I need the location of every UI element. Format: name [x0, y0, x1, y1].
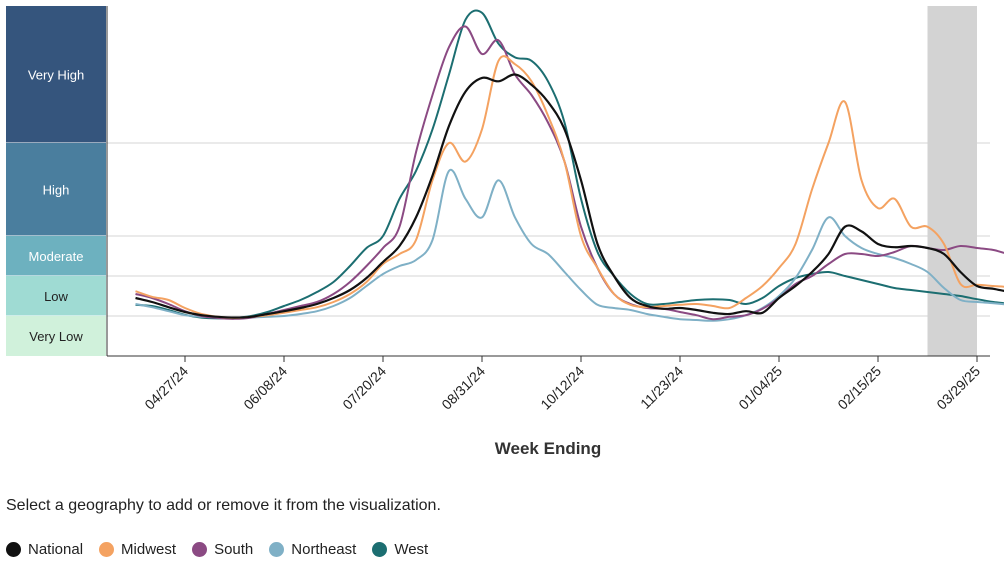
level-label-very-low: Very Low — [29, 329, 83, 344]
series-lines — [135, 9, 1004, 322]
x-tick-label: 02/15/25 — [834, 363, 884, 413]
level-label-moderate: Moderate — [29, 249, 84, 264]
legend-item-national[interactable]: National — [6, 541, 83, 558]
x-tick-labels: 04/27/24 06/08/24 07/20/24 08/31/24 10/12/24… — [141, 356, 983, 413]
series-line-west — [135, 9, 1004, 320]
x-tick-label: 03/29/25 — [933, 363, 983, 413]
chart: Very High High Moderate Low Very Low 04/27/2… — [6, 6, 1004, 458]
x-tick-label: 07/20/24 — [339, 363, 389, 413]
shaded-region — [927, 6, 977, 356]
legend: National Midwest South Northeast West — [6, 541, 428, 558]
level-band-moderate — [6, 236, 106, 276]
legend-label: Midwest — [121, 541, 177, 558]
series-line-midwest — [135, 55, 1004, 319]
legend-dot-icon — [6, 542, 21, 557]
series-line-northeast — [135, 168, 1004, 322]
level-band-high — [6, 143, 106, 236]
legend-label: National — [28, 541, 84, 558]
level-band-very-high — [6, 6, 106, 143]
legend-dot-icon — [99, 542, 115, 557]
x-tick-label: 06/08/24 — [240, 363, 290, 413]
legend-label: West — [394, 541, 429, 558]
legend-dot-icon — [269, 542, 285, 557]
x-tick-label: 10/12/24 — [537, 363, 587, 413]
x-axis-title: Week Ending — [495, 439, 601, 458]
legend-dot-icon — [192, 542, 208, 557]
legend-label: South — [214, 541, 254, 558]
series-line-south — [135, 25, 1004, 321]
x-tick-label: 11/23/24 — [637, 363, 686, 412]
level-label-high: High — [43, 183, 70, 198]
legend-item-midwest[interactable]: Midwest — [99, 541, 176, 558]
level-bands: Very High High Moderate Low Very Low — [6, 6, 106, 356]
series-line-national — [135, 73, 1004, 319]
shaded-region-rect — [927, 6, 977, 356]
legend-dot-icon — [372, 542, 388, 557]
x-tick-label: 01/04/25 — [735, 363, 785, 413]
legend-item-northeast[interactable]: Northeast — [269, 541, 356, 558]
x-tick-label: 04/27/24 — [141, 363, 191, 413]
instructions-text: Select a geography to add or remove it f… — [6, 497, 441, 514]
legend-label: Northeast — [291, 541, 357, 558]
level-label-low: Low — [44, 289, 68, 304]
level-band-low — [6, 276, 106, 316]
level-band-very-low — [6, 316, 106, 356]
level-label-very-high: Very High — [28, 68, 84, 83]
legend-item-west[interactable]: West — [372, 541, 428, 558]
legend-item-south[interactable]: South — [192, 541, 253, 558]
axes — [106, 6, 990, 357]
x-tick-label: 08/31/24 — [438, 363, 488, 413]
